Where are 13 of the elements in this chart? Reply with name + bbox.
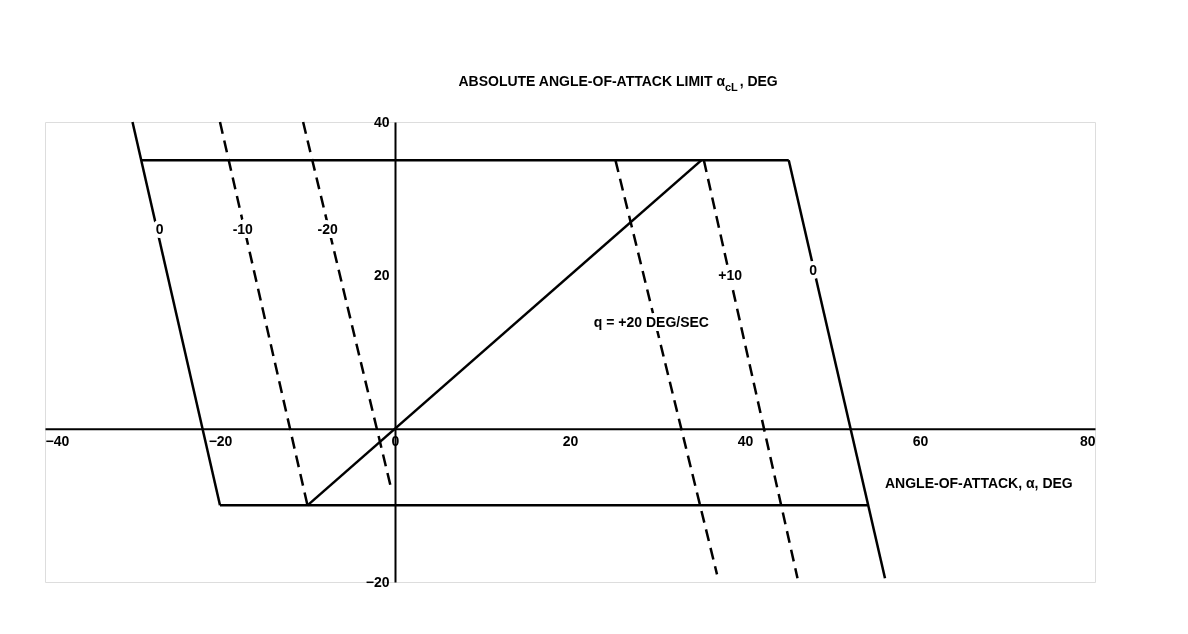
x-tick-label: 60 <box>912 433 929 450</box>
x-tick-label: 40 <box>737 433 754 450</box>
x-tick-label: −40 <box>45 433 70 450</box>
x-tick-label: −20 <box>208 433 233 450</box>
annotation: -10 <box>232 221 254 238</box>
annotation: -20 <box>317 221 338 238</box>
x-tick-label: 20 <box>562 433 579 450</box>
y-tick-label: 40 <box>373 113 390 130</box>
y-tick-label: −20 <box>365 573 390 590</box>
x-axis-title: ANGLE-OF-ATTACK, α, DEG <box>885 474 1073 491</box>
y-tick-label: 20 <box>373 266 390 283</box>
annotation: q = +20 DEG/SEC <box>593 313 709 330</box>
x-tick-label: 80 <box>1079 433 1096 450</box>
